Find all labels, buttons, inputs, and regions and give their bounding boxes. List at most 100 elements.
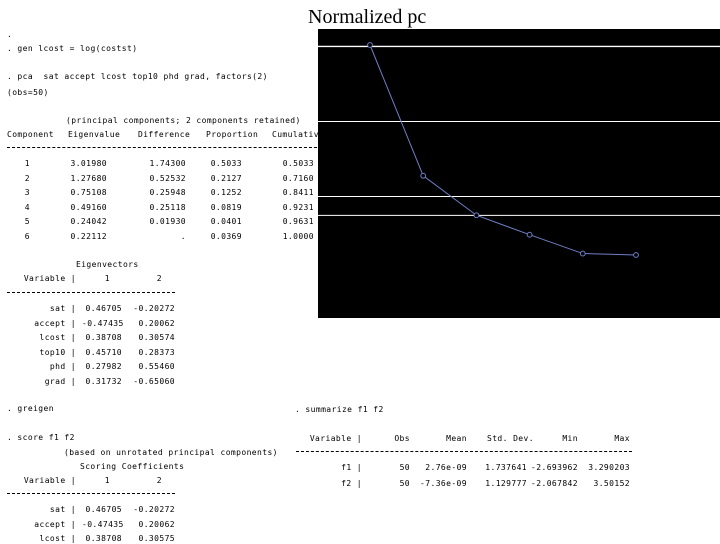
eigvec-cell: 0.28373: [138, 347, 175, 357]
eigenvalue-point: [473, 212, 480, 219]
eigvec-cell: sat |: [49, 304, 76, 313]
score-cell: lcost |: [39, 534, 76, 544]
eigvec-cell: 0.27982: [85, 362, 122, 372]
component-cell: 0.75108: [70, 188, 107, 198]
component-cell: 0.24042: [70, 217, 107, 227]
summ-cell: 1.129777: [485, 479, 527, 488]
component-cell: 1.0000: [282, 232, 314, 241]
eigenvalue-point: [367, 42, 373, 48]
obs-line: (obs=50): [7, 88, 49, 97]
component-cell: 0.0819: [210, 202, 242, 212]
summ-col-5: Max: [614, 434, 630, 443]
component-cell: 0.9231: [282, 202, 314, 212]
column-header-4: Cumulative: [272, 130, 325, 139]
eigvec-cell: 0.55460: [138, 362, 175, 372]
component-rule: [7, 147, 317, 148]
score-col-2: 2: [156, 476, 162, 485]
eigvec-cell: 0.46705: [85, 304, 122, 313]
component-cell: 0.22112: [70, 232, 107, 241]
eig-col-2: 2: [156, 274, 162, 283]
summ-cell: -7.36e-09: [420, 479, 467, 488]
summ-cell: f1 |: [341, 463, 362, 472]
score-rule: [7, 493, 175, 494]
component-cell: 0.9631: [282, 217, 314, 227]
summ-col-2: Mean: [446, 434, 467, 443]
eigvec-cell: -0.47435: [82, 318, 124, 328]
score-col-1: 1: [104, 476, 110, 485]
eigvec-rule: [7, 292, 175, 293]
scree-plot: [318, 29, 720, 318]
eigenvalue-point: [633, 252, 639, 258]
component-cell: 1.27680: [70, 173, 107, 183]
score-title: Scoring Coefficients: [80, 462, 185, 471]
eigvec-cell: phd |: [49, 362, 76, 372]
scree-plot-svg: [318, 42, 720, 258]
component-cell: 5: [24, 217, 30, 227]
score-command: . score f1 f2: [7, 433, 75, 442]
summ-cell: 1.737641: [485, 463, 527, 472]
component-cell: 0.52532: [149, 173, 186, 183]
eigenvalue-line: [369, 44, 637, 256]
component-cell: 0.1252: [210, 188, 242, 198]
component-cell: 3: [24, 188, 30, 198]
eigvec-cell: -0.20272: [133, 304, 175, 313]
score-cell: 0.20062: [138, 519, 175, 529]
gen-command: . gen lcost = log(costst): [7, 44, 138, 53]
eigvec-cell: -0.65060: [133, 377, 175, 386]
component-cell: 3.01980: [70, 159, 107, 168]
component-cell: 0.0369: [210, 232, 242, 241]
eigvec-cell: top10 |: [39, 347, 76, 357]
score-cell: 0.38708: [85, 534, 122, 544]
component-cell: 0.5033: [210, 159, 242, 168]
component-cell: 0.25118: [149, 202, 186, 212]
summ-rule: [296, 451, 632, 452]
eigenvalue-point: [420, 172, 427, 179]
component-cell: 6: [24, 232, 30, 241]
score-cell: -0.20272: [133, 505, 175, 514]
score-cell: -0.47435: [82, 519, 124, 529]
summ-cell: 3.290203: [588, 463, 630, 472]
component-cell: 0.2127: [210, 173, 242, 183]
score-cell: 0.46705: [85, 505, 122, 514]
column-header-2: Difference: [138, 130, 191, 139]
component-cell: 1: [24, 159, 30, 168]
component-cell: .: [180, 232, 186, 241]
score-col-0: Variable |: [23, 476, 76, 485]
eigvec-cell: 0.30574: [138, 333, 175, 343]
eigvec-cell: 0.31732: [85, 377, 122, 386]
score-cell: sat |: [49, 505, 76, 514]
component-cell: 0.5033: [282, 159, 314, 168]
component-cell: 0.8411: [282, 188, 314, 198]
component-cell: 2: [24, 173, 30, 183]
eigvec-cell: grad |: [44, 377, 76, 386]
pca-command: . pca sat accept lcost top10 phd grad, f…: [7, 72, 268, 81]
column-header-0: Component: [7, 130, 54, 139]
eigvec-cell: 0.20062: [138, 318, 175, 328]
summ-col-3: Std. Dev.: [487, 434, 534, 443]
eigenvalue-point: [579, 250, 586, 257]
component-cell: 0.7160: [282, 173, 314, 183]
summ-cell: -2.067842: [531, 479, 578, 488]
log-dot: .: [7, 30, 13, 39]
eig-col-1: 1: [104, 274, 110, 283]
summ-cell: f2 |: [341, 479, 362, 488]
component-cell: 0.49160: [70, 202, 107, 212]
eigenvalue-point: [526, 231, 533, 238]
component-cell: 1.74300: [149, 159, 186, 168]
component-cell: 0.01930: [149, 217, 186, 227]
eig-col-0: Variable |: [23, 274, 76, 283]
score-cell: 0.30575: [138, 534, 175, 544]
column-header-1: Eigenvalue: [68, 130, 121, 139]
column-header-3: Proportion: [206, 130, 259, 139]
summ-col-0: Variable |: [309, 434, 362, 443]
eigvec-cell: accept |: [34, 318, 76, 328]
score-cell: accept |: [34, 519, 76, 529]
summ-col-1: Obs: [394, 434, 410, 443]
summ-cell: 3.50152: [593, 479, 630, 488]
summarize-command: . summarize f1 f2: [295, 405, 384, 414]
summ-col-4: Min: [562, 434, 578, 443]
component-cell: 0.25948: [149, 188, 186, 198]
eigvec-cell: 0.45710: [85, 347, 122, 357]
summ-cell: 50: [399, 463, 410, 472]
component-cell: 0.0401: [210, 217, 242, 227]
